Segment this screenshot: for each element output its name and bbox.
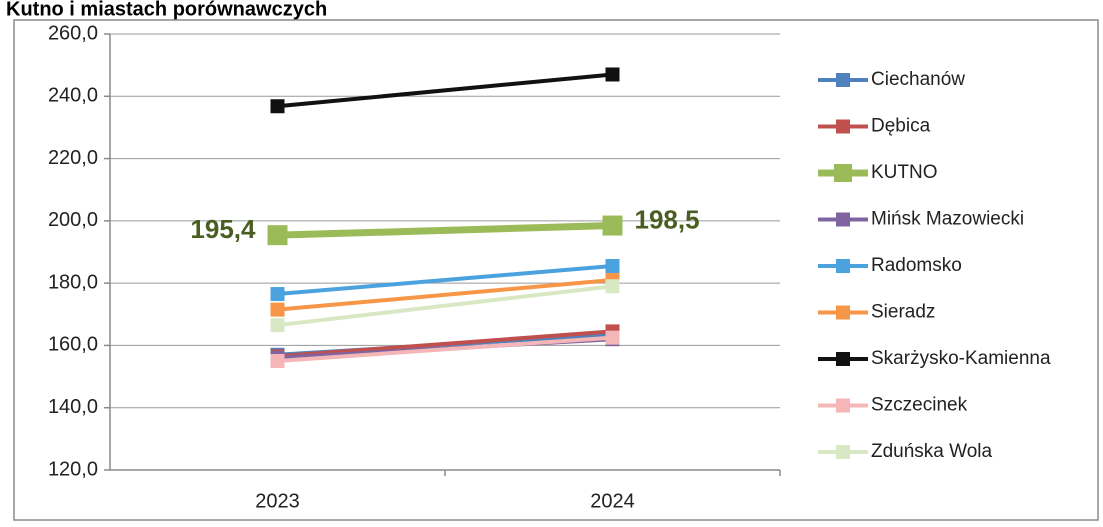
y-tick-label: 260,0 [48, 22, 98, 44]
data-labels: 195,4 198,5 [190, 204, 699, 244]
data-point [605, 279, 620, 294]
legend-marker [836, 305, 850, 320]
legend-label: Dębica [871, 116, 931, 137]
legend-marker [836, 212, 850, 227]
series-line [277, 329, 613, 359]
data-point [602, 215, 623, 236]
legend-label: KUTNO [871, 162, 938, 183]
chart-title: Kutno i miastach porównawczych [6, 0, 327, 21]
axes [109, 34, 781, 476]
series-line [277, 284, 613, 328]
series-line [277, 222, 613, 239]
y-tick-label: 120,0 [48, 458, 98, 480]
legend-marker [836, 259, 850, 273]
legend-label: Radomsko [871, 255, 962, 276]
legend-label: Ciechanów [871, 69, 965, 90]
series-line [277, 278, 613, 312]
y-tick-label: 220,0 [48, 147, 98, 169]
legend-marker [834, 164, 852, 182]
legend-label: Mińsk Mazowiecki [871, 209, 1024, 230]
grid [104, 33, 780, 471]
legend-marker [836, 398, 850, 413]
data-label: 198,5 [635, 204, 700, 234]
data-point [605, 330, 620, 345]
legend-label: Zduńska Wola [871, 441, 993, 462]
legend-label: Sieradz [871, 302, 935, 323]
data-point [605, 67, 620, 82]
data-point [270, 318, 285, 333]
series-line [277, 72, 613, 109]
x-tick-label: 2023 [255, 490, 300, 512]
data-point [270, 287, 285, 302]
legend-label: Szczecinek [871, 395, 968, 416]
series-line [277, 264, 613, 297]
legend-marker [836, 119, 850, 134]
y-tick-label: 160,0 [48, 334, 98, 356]
y-tick-label: 180,0 [48, 271, 98, 293]
data-point [605, 259, 620, 274]
legend: Ciechanów Dębica KUTNO Mińsk Mazowiecki Rado… [818, 69, 1051, 462]
data-point [270, 99, 285, 114]
series-line [277, 335, 613, 363]
series-lines [267, 67, 623, 368]
y-tick-label: 140,0 [48, 396, 98, 418]
y-tick-label: 240,0 [48, 85, 98, 107]
legend-marker [836, 352, 850, 366]
data-point [270, 354, 285, 368]
x-tick-label: 2024 [590, 490, 635, 512]
data-point [267, 225, 288, 246]
y-tick-label: 200,0 [48, 209, 98, 231]
data-label: 195,4 [190, 214, 256, 244]
y-tick-labels: 120,0 140,0 160,0 180,0 200,0 220,0 240,0 260,0 [48, 22, 98, 480]
data-point [270, 302, 285, 317]
x-tick-labels: 2023 2024 [255, 490, 635, 512]
legend-label: Skarżysko-Kamienna [871, 348, 1051, 369]
legend-marker [836, 73, 850, 87]
legend-marker [836, 445, 850, 459]
